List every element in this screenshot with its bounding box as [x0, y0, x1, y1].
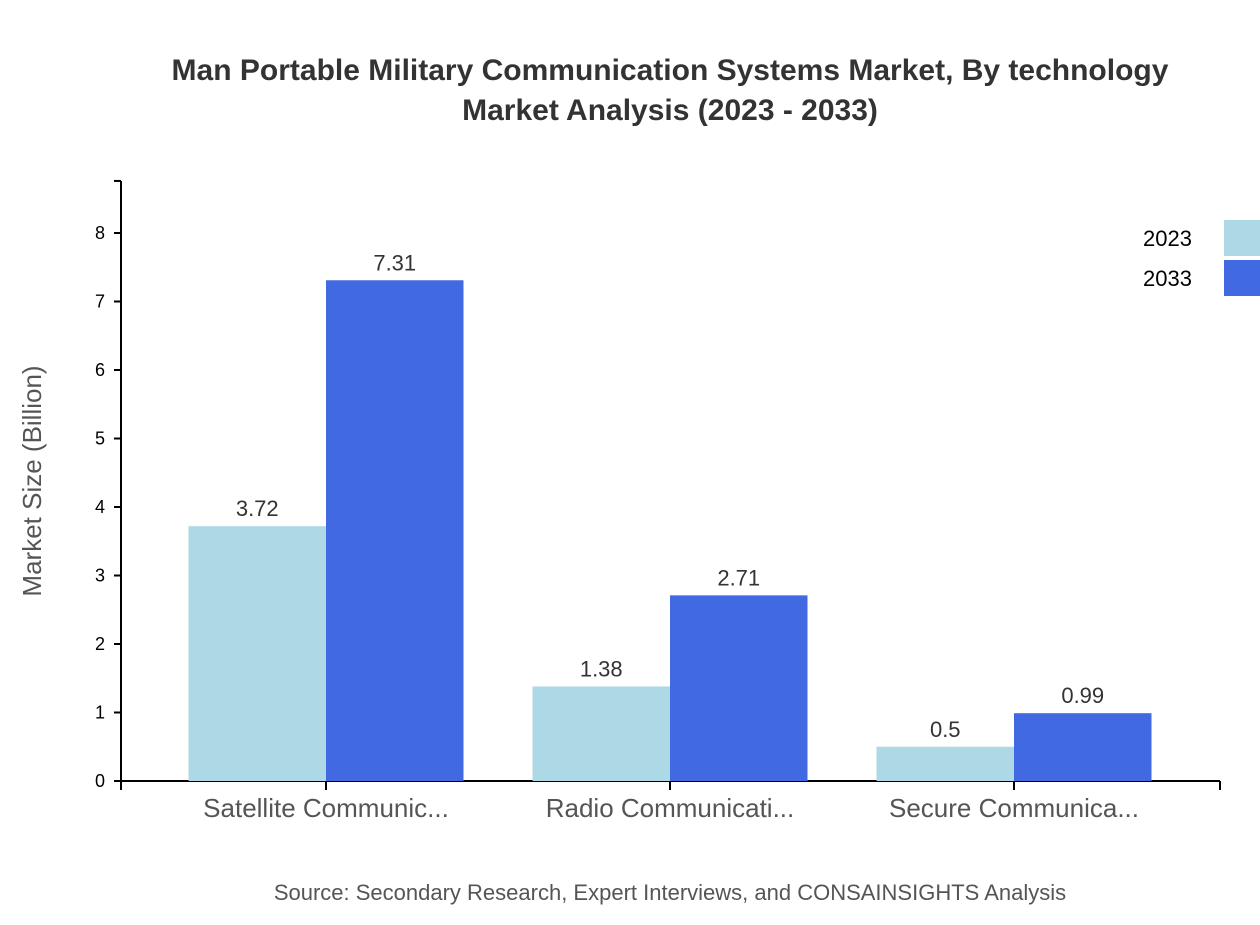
chart-title: Man Portable Military Communication Syst… — [172, 54, 1169, 87]
x-tick-label: Secure Communica... — [889, 793, 1139, 823]
data-label: 0.5 — [930, 717, 961, 742]
x-tick-label: Radio Communicati... — [546, 793, 795, 823]
y-tick-label: 4 — [95, 497, 105, 517]
legend-swatch-2033 — [1224, 260, 1260, 296]
y-tick-label: 6 — [95, 360, 105, 380]
data-label: 1.38 — [580, 656, 623, 681]
bar-2023 — [876, 746, 1014, 781]
data-label: 3.72 — [236, 496, 279, 521]
y-tick-label: 1 — [95, 703, 105, 723]
bar-2023 — [188, 526, 326, 781]
chart-subtitle: Market Analysis (2023 - 2033) — [462, 94, 878, 127]
data-label: 0.99 — [1061, 683, 1104, 708]
bar-2033 — [670, 595, 808, 781]
x-tick-label: Satellite Communic... — [203, 793, 449, 823]
data-label: 7.31 — [373, 250, 416, 275]
bar-2033 — [326, 280, 464, 781]
y-axis-label: Market Size (Billion) — [17, 365, 47, 596]
legend-swatch-2023 — [1224, 220, 1260, 256]
y-tick-label: 3 — [95, 566, 105, 586]
y-tick-label: 5 — [95, 429, 105, 449]
y-tick-label: 2 — [95, 634, 105, 654]
y-tick-label: 0 — [95, 771, 105, 791]
legend-label: 2023 — [1143, 226, 1192, 251]
source-note: Source: Secondary Research, Expert Inter… — [274, 880, 1066, 905]
bar-2033 — [1014, 713, 1152, 781]
y-tick-label: 8 — [95, 223, 105, 243]
legend-label: 2033 — [1143, 266, 1192, 291]
data-label: 2.71 — [717, 565, 760, 590]
y-tick-label: 7 — [95, 292, 105, 312]
bar-2023 — [532, 686, 670, 781]
